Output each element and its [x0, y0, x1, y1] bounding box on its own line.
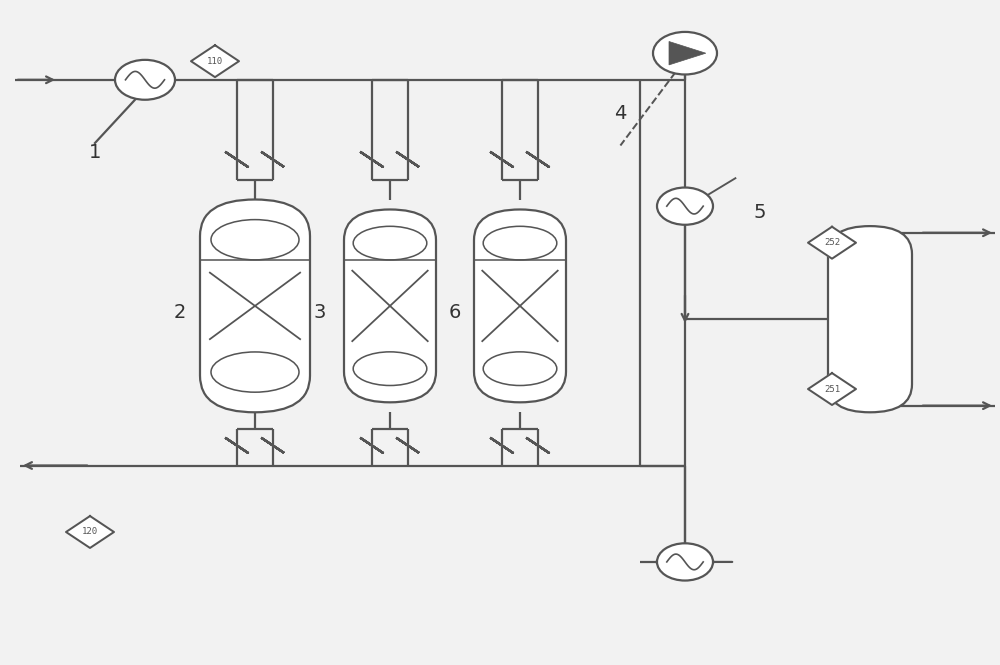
Polygon shape: [397, 438, 419, 453]
Polygon shape: [191, 45, 239, 77]
Text: 3: 3: [314, 303, 326, 322]
Text: 251: 251: [824, 384, 840, 394]
Polygon shape: [808, 373, 856, 405]
Text: 110: 110: [207, 57, 223, 66]
Polygon shape: [361, 438, 383, 453]
Polygon shape: [226, 438, 248, 453]
Polygon shape: [262, 438, 284, 453]
Circle shape: [115, 60, 175, 100]
FancyBboxPatch shape: [344, 209, 436, 402]
Circle shape: [657, 188, 713, 225]
Text: 5: 5: [754, 203, 766, 222]
Polygon shape: [491, 438, 513, 453]
Text: 120: 120: [82, 527, 98, 537]
Text: 6: 6: [449, 303, 461, 322]
Text: 2: 2: [174, 303, 186, 322]
Polygon shape: [361, 152, 383, 167]
Polygon shape: [66, 516, 114, 548]
Polygon shape: [808, 227, 856, 259]
FancyBboxPatch shape: [474, 209, 566, 402]
Polygon shape: [262, 152, 284, 167]
Text: 1: 1: [89, 144, 101, 162]
Polygon shape: [226, 152, 248, 167]
FancyBboxPatch shape: [828, 226, 912, 412]
Polygon shape: [527, 438, 549, 453]
Text: 252: 252: [824, 238, 840, 247]
Polygon shape: [397, 152, 419, 167]
Polygon shape: [669, 41, 706, 65]
Circle shape: [657, 543, 713, 581]
Polygon shape: [491, 152, 513, 167]
Circle shape: [653, 32, 717, 74]
Text: 4: 4: [614, 104, 626, 122]
Polygon shape: [527, 152, 549, 167]
FancyBboxPatch shape: [200, 200, 310, 412]
